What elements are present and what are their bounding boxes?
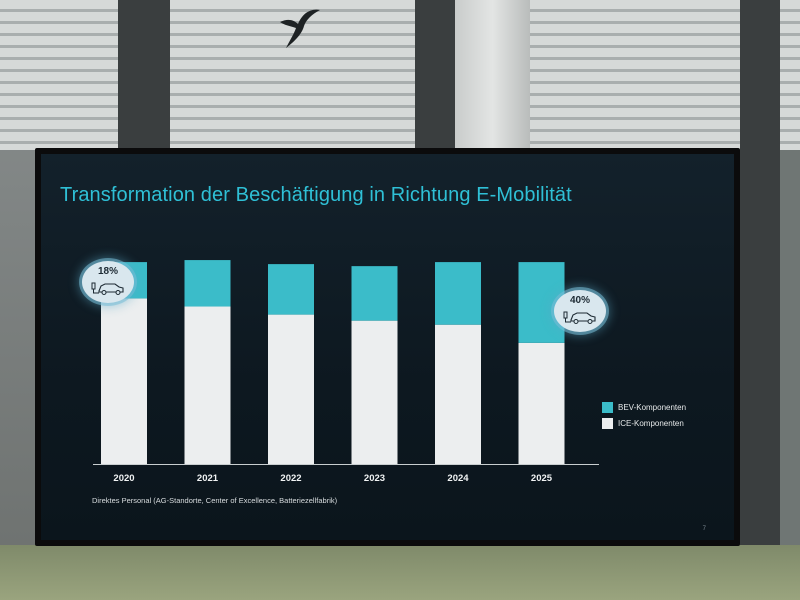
bar-ice-2021 [184,306,231,464]
window-frame [415,0,455,150]
legend-swatch-ice [602,417,613,429]
bird-sticker-icon [280,9,320,48]
window-blinds [0,0,118,150]
bar-bev-2024 [435,262,481,325]
bar-ice-2024 [435,324,481,464]
window-frame [740,0,780,600]
stacked-bar-chart: 2020 2021 2022 2023 2024 2025 [93,260,599,484]
x-tick-label-2022: 2022 [280,473,301,484]
bar-ice-2023 [351,320,398,464]
legend-label-bev: BEV-Komponenten [618,402,687,412]
legend-swatch-bev [602,401,613,413]
bar-ice-2025 [518,342,565,464]
chart-legend: BEV-Komponenten ICE-Komponenten [602,400,686,432]
share-badge-2020: 18% [82,261,134,303]
bar-ice-2022 [268,314,314,464]
x-tick-label-2025: 2025 [531,473,553,484]
slide-title: Transformation der Beschäftigung in Rich… [60,184,572,206]
x-tick-label-2020: 2020 [113,473,134,484]
bar-bev-2021 [184,260,231,307]
x-tick-label-2023: 2023 [364,473,385,484]
x-tick-label-2021: 2021 [197,473,219,484]
presentation-slide: Transformation der Beschäftigung in Rich… [41,154,734,540]
legend-item-ice: ICE-Komponenten [602,416,686,430]
slide-page-number: 7 [702,526,706,532]
bar-bev-2023 [351,266,398,321]
x-tick-label-2024: 2024 [447,473,469,484]
electric-car-charging-icon [563,311,596,324]
badge-value-2025: 40% [569,295,590,306]
window-blinds [780,0,800,150]
chart-footnote: Direktes Personal (AG-Standorte, Center … [92,496,338,505]
bar-bev-2022 [268,264,314,315]
share-badge-2025: 40% [554,290,606,332]
tv-screen: Transformation der Beschäftigung in Rich… [35,148,740,546]
electric-car-charging-icon [91,282,124,295]
bar-ice-2020 [101,298,147,464]
floor [0,545,800,600]
badge-value-2020: 18% [97,266,118,277]
legend-item-bev: BEV-Komponenten [602,400,686,414]
window-blinds [530,0,740,150]
legend-label-ice: ICE-Komponenten [618,418,684,428]
